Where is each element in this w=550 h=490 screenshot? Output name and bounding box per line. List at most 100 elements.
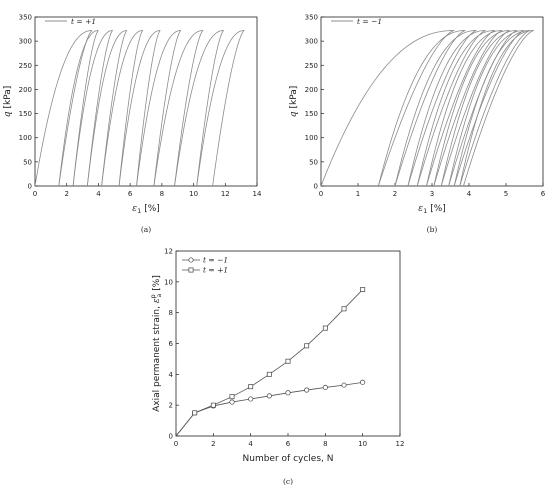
y-tick-label: 350 <box>305 14 318 22</box>
x-tick-label: 4 <box>96 190 101 198</box>
y-axis-unit: [kPa] <box>3 86 13 109</box>
plot-frame <box>34 16 258 187</box>
loading-curve-7 <box>136 30 181 187</box>
unloading-curve-5 <box>426 30 496 187</box>
x-axis-label: ε1 [%] <box>132 204 160 215</box>
panel-caption: (a) <box>141 225 151 234</box>
y-tick-label: 4 <box>169 371 174 379</box>
panel-caption: (b) <box>427 225 438 234</box>
panel-2: 0 2 4 6 8 10 12 0 2 4 6 8 10 12 t = −1t = +1 Number of … <box>150 248 404 487</box>
x-axis-unit: [%] <box>144 204 160 214</box>
x-axis-symbol: ε <box>418 204 423 214</box>
panel-1: 0 1 2 3 4 5 6 0 50 100 150 200 250 300 350 t = −1 q [kPa]… <box>289 14 546 235</box>
x-axis-label: Number of cycles, N <box>243 454 334 464</box>
marker-square <box>285 358 291 364</box>
loading-curve-1 <box>320 30 455 187</box>
y-tick-label: 200 <box>19 86 32 94</box>
y-axis-symbol: ε <box>152 298 162 303</box>
marker-circle <box>322 384 328 390</box>
marker-circle <box>248 396 254 402</box>
y-axis-unit: [kPa] <box>289 86 299 109</box>
panel-caption: (c) <box>283 477 293 486</box>
marker-square <box>322 325 328 331</box>
loading-curve-4 <box>407 30 486 187</box>
x-tick-label: 6 <box>128 190 133 198</box>
x-axis-unit: [%] <box>430 204 446 214</box>
x-tick-label: 5 <box>504 190 508 198</box>
y-tick-label: 200 <box>305 86 318 94</box>
legend-label: t = −1 <box>203 256 228 265</box>
loading-curve-1 <box>34 30 93 187</box>
y-tick-label: 150 <box>305 110 318 118</box>
y-tick-label: 50 <box>23 158 32 166</box>
unloading-curve-3 <box>86 30 113 187</box>
y-tick-label: 12 <box>164 248 173 256</box>
marker-square <box>192 410 198 416</box>
marker-circle <box>266 393 272 399</box>
x-tick-label: 8 <box>323 440 327 448</box>
series-line-2 <box>175 289 363 437</box>
loading-curve-6 <box>118 30 161 187</box>
loading-curve-3 <box>394 30 477 187</box>
unloading-curve-3 <box>407 30 477 187</box>
unloading-curve-11 <box>463 30 534 187</box>
loading-curve-6 <box>426 30 503 187</box>
x-tick-label: 3 <box>430 190 434 198</box>
x-tick-label: 0 <box>174 440 178 448</box>
loading-curve-10 <box>196 30 245 187</box>
y-tick-label: 300 <box>305 38 318 46</box>
marker-circle <box>341 382 347 388</box>
y-tick-label: 250 <box>305 62 318 70</box>
y-axis-superscript: p <box>150 294 157 298</box>
unloading-curve-7 <box>440 30 510 187</box>
unloading-curve-7 <box>153 30 182 187</box>
x-tick-label: 2 <box>64 190 68 198</box>
x-tick-label: 2 <box>393 190 397 198</box>
y-tick-label: 50 <box>309 158 318 166</box>
marker-circle <box>304 387 310 393</box>
loading-curve-5 <box>101 30 143 187</box>
marker-circle <box>360 379 366 385</box>
unloading-curve-2 <box>394 30 466 187</box>
x-tick-label: 10 <box>189 190 198 198</box>
unloading-curve-4 <box>416 30 486 187</box>
unloading-curve-10 <box>459 30 531 187</box>
x-axis-subscript: 1 <box>423 207 427 215</box>
unloading-curve-9 <box>196 30 224 187</box>
y-axis-label: q [kPa] <box>289 86 299 118</box>
unloading-curve-8 <box>174 30 204 187</box>
marker-circle <box>229 399 235 405</box>
x-tick-label: 0 <box>33 190 37 198</box>
x-tick-label: 8 <box>160 190 164 198</box>
marker-square <box>210 402 216 408</box>
x-tick-label: 12 <box>396 440 405 448</box>
marker-square <box>229 394 235 400</box>
y-axis-text: Axial permanent strain, <box>152 306 162 412</box>
y-tick-label: 10 <box>164 278 173 286</box>
marker-square <box>304 343 310 349</box>
loading-curve-3 <box>72 30 113 187</box>
y-tick-label: 300 <box>19 38 32 46</box>
x-axis-label: ε1 [%] <box>418 204 446 215</box>
x-tick-label: 6 <box>286 440 291 448</box>
loading-curve-5 <box>416 30 495 187</box>
loading-curve-9 <box>448 30 525 187</box>
y-tick-label: 6 <box>169 340 174 348</box>
loading-curve-9 <box>174 30 224 187</box>
legend-marker-circle <box>188 257 194 263</box>
panel-0: 0 2 4 6 8 10 12 14 0 50 100 150 200 250 300 350 t = +1 q [… <box>3 14 262 235</box>
y-tick-label: 0 <box>28 183 32 191</box>
plot-frame <box>175 250 401 437</box>
y-tick-label: 8 <box>169 309 173 317</box>
unloading-curve-1 <box>377 30 455 187</box>
loading-curve-8 <box>153 30 204 187</box>
unloading-curve-10 <box>212 30 245 187</box>
unloading-curve-5 <box>118 30 144 187</box>
y-tick-label: 0 <box>169 433 173 441</box>
y-tick-label: 0 <box>314 183 318 191</box>
y-tick-label: 2 <box>169 402 173 410</box>
loading-curve-2 <box>377 30 466 187</box>
marker-circle <box>285 390 291 396</box>
y-axis-subscript: a <box>156 293 163 297</box>
